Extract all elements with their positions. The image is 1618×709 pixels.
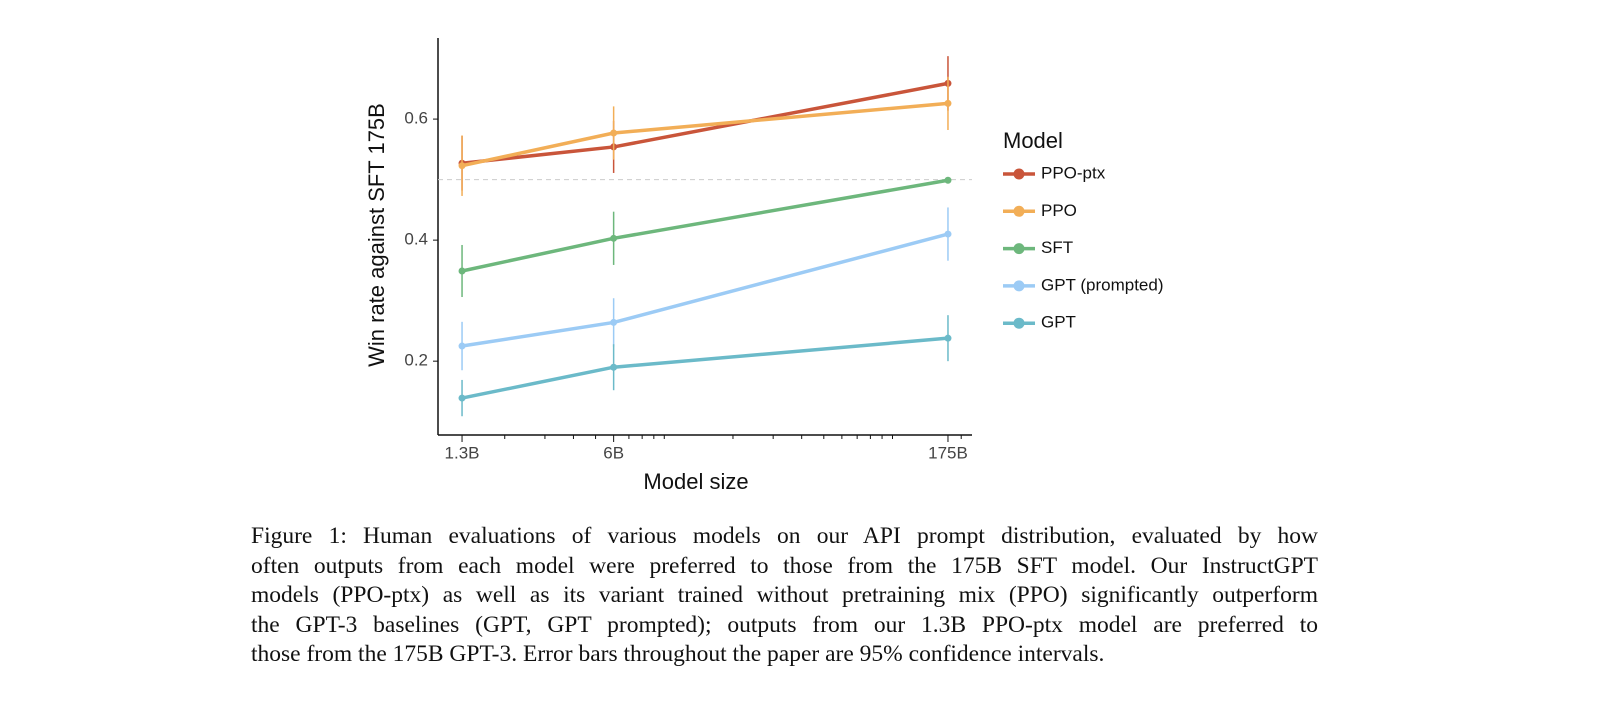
y-tick-label: 0.4 [404, 230, 428, 249]
legend-label: PPO-ptx [1041, 163, 1106, 182]
legend-dot [1013, 243, 1025, 255]
data-point [610, 129, 618, 137]
data-point [458, 162, 466, 170]
data-point [944, 230, 952, 238]
y-axis-label: Win rate against SFT 175B [364, 103, 389, 367]
legend-label: GPT [1041, 313, 1076, 332]
data-point [610, 318, 618, 326]
legend-dot [1013, 205, 1025, 217]
series-line [461, 232, 949, 348]
x-tick-label: 1.3B [445, 443, 480, 462]
caption-line: the GPT-3 baselines (GPT, GPT prompted);… [251, 611, 1318, 638]
data-point [458, 267, 466, 275]
chart: Win rate against SFT 175B Model size Mod… [364, 38, 1164, 494]
data-point [610, 363, 618, 371]
data-point [458, 342, 466, 350]
x-tick-label: 175B [928, 443, 968, 462]
x-tick-label: 6B [603, 443, 624, 462]
caption-line: models (PPO-ptx) as well as its variant … [251, 582, 1318, 608]
data-point [458, 394, 466, 402]
legend-title: Model [1003, 128, 1063, 153]
legend-dot [1013, 317, 1025, 329]
data-point [944, 176, 952, 184]
legend-label: SFT [1041, 238, 1073, 257]
legend-label: PPO [1041, 201, 1077, 220]
caption-line: those from the 175B GPT-3. Error bars th… [251, 641, 1105, 667]
caption-line: Figure 1: Human evaluations of various m… [251, 523, 1318, 549]
data-point [944, 99, 952, 107]
series-line [461, 336, 949, 400]
legend-dot [1013, 280, 1025, 292]
data-point [944, 334, 952, 342]
data-point [610, 234, 618, 242]
y-tick-label: 0.2 [404, 351, 428, 370]
caption-line: often outputs from each model were prefe… [251, 552, 1318, 579]
caption: Figure 1: Human evaluations of various m… [251, 522, 1318, 670]
series-line [461, 178, 949, 273]
legend-label: GPT (prompted) [1041, 275, 1164, 294]
x-axis-label: Model size [643, 469, 748, 494]
legend-dot [1013, 168, 1025, 180]
y-tick-label: 0.6 [404, 109, 428, 128]
